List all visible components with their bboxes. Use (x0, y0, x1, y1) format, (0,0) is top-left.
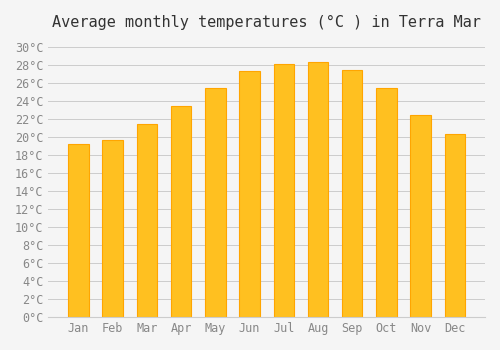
Bar (240, 71, 260, 317)
Bar (376, 88, 396, 317)
Bar (102, 140, 123, 317)
Bar (68, 144, 88, 317)
Bar (171, 106, 192, 317)
Bar (205, 88, 226, 317)
Title: Average monthly temperatures (°C ) in Terra Mar: Average monthly temperatures (°C ) in Te… (52, 15, 481, 30)
Bar (308, 62, 328, 317)
Bar (342, 70, 362, 317)
Bar (274, 64, 294, 317)
Bar (136, 124, 157, 317)
Bar (444, 134, 465, 317)
Bar (410, 115, 431, 317)
